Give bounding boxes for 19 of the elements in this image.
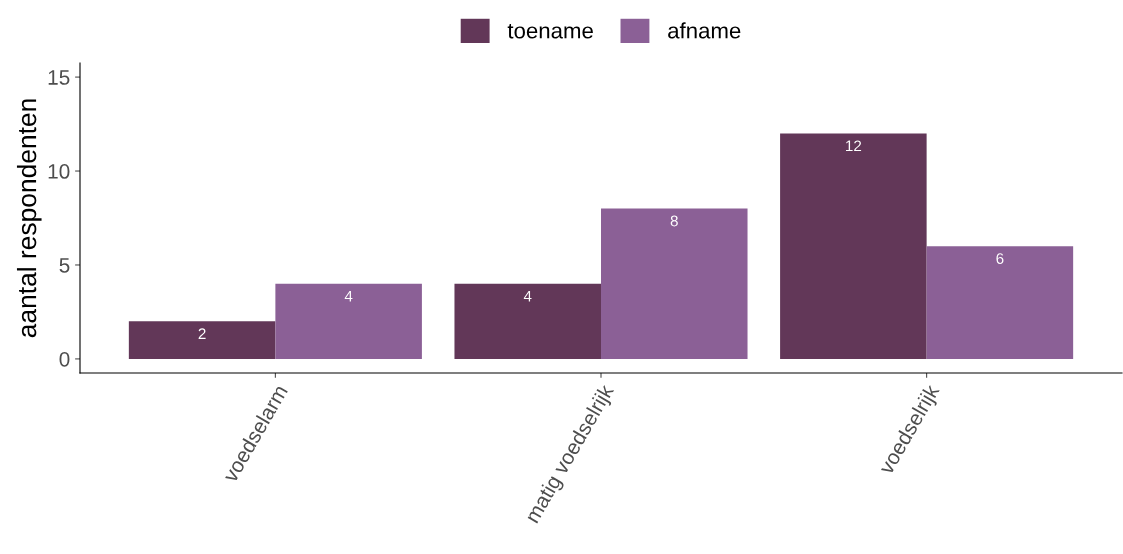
data-label: 2 [198,328,206,339]
data-label: 12 [846,140,862,152]
bar [128,321,276,359]
bar [780,133,927,359]
legend-label: toename [507,23,593,39]
y-tick-label: 0 [59,351,70,367]
y-tick-label: 5 [59,258,70,273]
data-label: 4 [344,290,353,302]
data-label: 4 [523,290,532,302]
data-label: 8 [670,215,678,227]
legend-label: afname [668,22,741,39]
bar [926,246,1074,359]
y-axis-title: aantal respondenten [16,99,42,338]
y-tick-label: 10 [48,164,70,179]
y-tick-label: 15 [48,70,70,85]
bar [275,283,422,359]
bar [454,283,601,359]
bar [601,208,748,359]
data-label: 6 [996,253,1004,264]
